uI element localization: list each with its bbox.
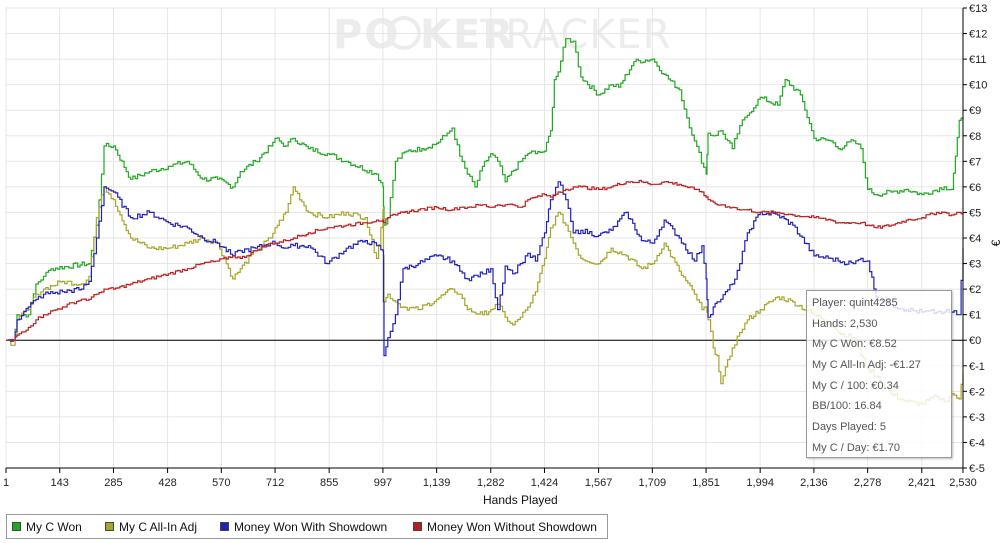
- y-tick-label: €6: [969, 182, 981, 194]
- x-tick-label: 1,994: [746, 477, 774, 489]
- y-tick-label: €1: [969, 310, 981, 322]
- y-tick-label: €10: [969, 80, 987, 92]
- tooltip-c-won: My C Won: €8.52: [812, 338, 897, 351]
- x-tick-label: 1,851: [692, 477, 720, 489]
- x-tick-label: 143: [51, 477, 69, 489]
- legend: My C Won My C All-In Adj Money Won With …: [6, 514, 608, 539]
- y-tick-label: €2: [969, 284, 981, 296]
- tooltip-c-per-day: My C / Day: €1.70: [812, 441, 901, 454]
- y-tick-label: €7: [969, 156, 981, 168]
- y-tick-label: €12: [969, 29, 987, 41]
- watermark-chip-icon: [387, 16, 421, 50]
- x-axis-title: Hands Played: [483, 493, 558, 507]
- x-tick-label: 2,421: [908, 477, 936, 489]
- y-tick-label: €4: [969, 233, 981, 245]
- tooltip-days-played: Days Played: 5: [812, 421, 886, 434]
- hover-tooltip: Player: quint4285 Hands: 2,530 My C Won:…: [806, 290, 952, 458]
- series-line-0: [6, 38, 964, 341]
- y-tick-label: €8: [969, 131, 981, 143]
- tooltip-allin-adj: My C All-In Adj: -€1.27: [812, 359, 921, 372]
- series-line-3: [6, 179, 964, 341]
- x-tick-label: 2,136: [800, 477, 828, 489]
- legend-label: My C All-In Adj: [119, 519, 198, 534]
- y-tick-label: €-5: [969, 463, 985, 475]
- x-tick-label: 1,709: [639, 477, 667, 489]
- legend-item-showdown[interactable]: Money Won With Showdown: [215, 520, 408, 534]
- x-tick-label: 2,530: [949, 477, 977, 489]
- y-tick-label: €11: [969, 54, 987, 66]
- tooltip-c-per-100: My C / 100: €0.34: [812, 379, 899, 392]
- x-tick-label: 1: [3, 477, 9, 489]
- y-tick-label: €3: [969, 259, 981, 271]
- y-axis-ticks: €13 €12 €11 €10 €9 €8 €7 €6 €5 €4 €3 €2 €1 €0 €-1 €-2 €-…: [963, 3, 987, 475]
- legend-item-no-showdown[interactable]: Money Won Without Showdown: [408, 520, 603, 534]
- legend-item-my-c-won[interactable]: My C Won: [7, 520, 100, 534]
- y-axis-title: €: [989, 239, 1003, 246]
- legend-swatch-icon: [220, 522, 229, 531]
- tooltip-hands: Hands: 2,530: [812, 317, 878, 330]
- x-tick-label: 1,282: [477, 477, 505, 489]
- y-tick-label: €-3: [969, 412, 985, 424]
- y-tick-label: €0: [969, 335, 981, 347]
- x-tick-label: 1,567: [585, 477, 613, 489]
- y-tick-label: €9: [969, 105, 981, 117]
- y-tick-label: €13: [969, 3, 987, 15]
- legend-swatch-icon: [105, 522, 114, 531]
- x-tick-label: 1,139: [423, 477, 451, 489]
- series-line-1: [6, 186, 964, 406]
- y-tick-label: €-1: [969, 361, 985, 373]
- watermark-text-tracker: TRACKER: [479, 12, 672, 58]
- x-tick-label: 855: [320, 477, 338, 489]
- series-group: [6, 38, 964, 406]
- legend-swatch-icon: [12, 522, 21, 531]
- tooltip-player: Player: quint4285: [812, 297, 898, 309]
- x-tick-label: 428: [158, 477, 176, 489]
- x-tick-label: 285: [104, 477, 122, 489]
- tooltip-bb-per-100: BB/100: 16.84: [812, 400, 882, 413]
- x-tick-label: 712: [266, 477, 284, 489]
- y-tick-label: €5: [969, 207, 981, 219]
- x-tick-label: 997: [374, 477, 392, 489]
- x-axis-ticks: 1 143 285 428 570 712 855 997 1,139 1,282 1,424 1,5…: [3, 468, 977, 489]
- y-tick-label: €-2: [969, 386, 985, 398]
- legend-label: My C Won: [26, 519, 82, 534]
- y-tick-label: €-4: [969, 437, 985, 449]
- pokertracker-watermark: PO KER TRACKER: [333, 12, 672, 58]
- x-tick-label: 2,278: [854, 477, 882, 489]
- legend-item-allin-adj[interactable]: My C All-In Adj: [100, 520, 215, 534]
- legend-label: Money Won Without Showdown: [427, 519, 597, 534]
- series-line-2: [6, 181, 964, 357]
- watermark-text-ker: KER: [420, 12, 515, 58]
- x-tick-label: 1,424: [531, 477, 559, 489]
- legend-swatch-icon: [413, 522, 422, 531]
- x-tick-label: 570: [212, 477, 230, 489]
- legend-label: Money Won With Showdown: [234, 519, 388, 534]
